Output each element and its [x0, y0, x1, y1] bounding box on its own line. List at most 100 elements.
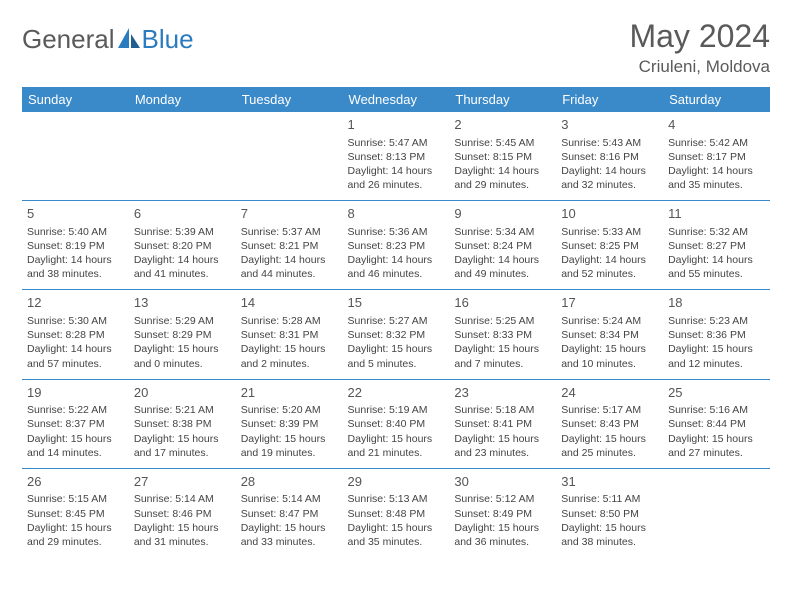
day-info: Sunrise: 5:14 AMSunset: 8:46 PMDaylight:… [134, 492, 231, 549]
calendar-cell: 16 Sunrise: 5:25 AMSunset: 8:33 PMDayligh… [449, 290, 556, 379]
calendar-cell: 5 Sunrise: 5:40 AMSunset: 8:19 PMDaylight… [22, 201, 129, 290]
weekday-header: Wednesday [343, 87, 450, 112]
day-info: Sunrise: 5:30 AMSunset: 8:28 PMDaylight:… [27, 314, 124, 371]
logo-text-2: Blue [142, 24, 194, 55]
day-info: Sunrise: 5:18 AMSunset: 8:41 PMDaylight:… [454, 403, 551, 460]
calendar-cell: 2 Sunrise: 5:45 AMSunset: 8:15 PMDaylight… [449, 112, 556, 201]
day-number: 14 [241, 294, 338, 312]
calendar-table: SundayMondayTuesdayWednesdayThursdayFrid… [22, 87, 770, 557]
day-info: Sunrise: 5:32 AMSunset: 8:27 PMDaylight:… [668, 225, 765, 282]
header: General Blue May 2024 Criuleni, Moldova [22, 18, 770, 77]
day-number: 10 [561, 205, 658, 223]
logo-text-1: General [22, 24, 115, 55]
calendar-cell: 15 Sunrise: 5:27 AMSunset: 8:32 PMDayligh… [343, 290, 450, 379]
logo: General Blue [22, 24, 194, 55]
day-info: Sunrise: 5:21 AMSunset: 8:38 PMDaylight:… [134, 403, 231, 460]
day-info: Sunrise: 5:28 AMSunset: 8:31 PMDaylight:… [241, 314, 338, 371]
day-number: 8 [348, 205, 445, 223]
day-number: 28 [241, 473, 338, 491]
day-info: Sunrise: 5:13 AMSunset: 8:48 PMDaylight:… [348, 492, 445, 549]
day-number: 26 [27, 473, 124, 491]
day-number: 18 [668, 294, 765, 312]
weekday-header: Monday [129, 87, 236, 112]
calendar-row: 26Sunrise: 5:15 AMSunset: 8:45 PMDayligh… [22, 468, 770, 557]
calendar-cell: 19Sunrise: 5:22 AMSunset: 8:37 PMDayligh… [22, 379, 129, 468]
calendar-cell: 4Sunrise: 5:42 AMSunset: 8:17 PMDaylight… [663, 112, 770, 201]
day-info: Sunrise: 5:24 AMSunset: 8:34 PMDaylight:… [561, 314, 658, 371]
calendar-cell: 27Sunrise: 5:14 AMSunset: 8:46 PMDayligh… [129, 468, 236, 557]
day-info: Sunrise: 5:14 AMSunset: 8:47 PMDaylight:… [241, 492, 338, 549]
day-number: 21 [241, 384, 338, 402]
calendar-body: 1Sunrise: 5:47 AMSunset: 8:13 PMDaylight… [22, 112, 770, 557]
calendar-cell: 7 Sunrise: 5:37 AMSunset: 8:21 PMDaylight… [236, 201, 343, 290]
calendar-cell: 12Sunrise: 5:30 AMSunset: 8:28 PMDayligh… [22, 290, 129, 379]
calendar-cell: 13 Sunrise: 5:29 AMSunset: 8:29 PMDayligh… [129, 290, 236, 379]
calendar-cell [22, 112, 129, 201]
day-info: Sunrise: 5:34 AMSunset: 8:24 PMDaylight:… [454, 225, 551, 282]
calendar-cell: 26Sunrise: 5:15 AMSunset: 8:45 PMDayligh… [22, 468, 129, 557]
day-number: 17 [561, 294, 658, 312]
day-number: 15 [348, 294, 445, 312]
day-number: 29 [348, 473, 445, 491]
calendar-cell: 25Sunrise: 5:16 AMSunset: 8:44 PMDayligh… [663, 379, 770, 468]
day-info: Sunrise: 5:23 AMSunset: 8:36 PMDaylight:… [668, 314, 765, 371]
day-number: 30 [454, 473, 551, 491]
day-number: 31 [561, 473, 658, 491]
day-number: 6 [134, 205, 231, 223]
weekday-header: Saturday [663, 87, 770, 112]
calendar-cell: 3Sunrise: 5:43 AMSunset: 8:16 PMDaylight… [556, 112, 663, 201]
calendar-cell: 10 Sunrise: 5:33 AMSunset: 8:25 PMDayligh… [556, 201, 663, 290]
day-number: 22 [348, 384, 445, 402]
calendar-cell: 6 Sunrise: 5:39 AMSunset: 8:20 PMDaylight… [129, 201, 236, 290]
calendar-cell: 1Sunrise: 5:47 AMSunset: 8:13 PMDaylight… [343, 112, 450, 201]
day-info: Sunrise: 5:45 AMSunset: 8:15 PMDaylight:… [454, 136, 551, 193]
calendar-cell: 9 Sunrise: 5:34 AMSunset: 8:24 PMDaylight… [449, 201, 556, 290]
day-number: 4 [668, 116, 765, 134]
day-info: Sunrise: 5:33 AMSunset: 8:25 PMDaylight:… [561, 225, 658, 282]
calendar-cell: 30Sunrise: 5:12 AMSunset: 8:49 PMDayligh… [449, 468, 556, 557]
day-info: Sunrise: 5:40 AMSunset: 8:19 PMDaylight:… [27, 225, 124, 282]
day-info: Sunrise: 5:39 AMSunset: 8:20 PMDaylight:… [134, 225, 231, 282]
day-info: Sunrise: 5:12 AMSunset: 8:49 PMDaylight:… [454, 492, 551, 549]
calendar-row: 19Sunrise: 5:22 AMSunset: 8:37 PMDayligh… [22, 379, 770, 468]
calendar-cell [236, 112, 343, 201]
calendar-cell: 18 Sunrise: 5:23 AMSunset: 8:36 PMDayligh… [663, 290, 770, 379]
calendar-cell: 29Sunrise: 5:13 AMSunset: 8:48 PMDayligh… [343, 468, 450, 557]
calendar-cell: 11 Sunrise: 5:32 AMSunset: 8:27 PMDayligh… [663, 201, 770, 290]
day-info: Sunrise: 5:36 AMSunset: 8:23 PMDaylight:… [348, 225, 445, 282]
day-number: 24 [561, 384, 658, 402]
day-number: 23 [454, 384, 551, 402]
calendar-cell: 24Sunrise: 5:17 AMSunset: 8:43 PMDayligh… [556, 379, 663, 468]
calendar-cell: 17 Sunrise: 5:24 AMSunset: 8:34 PMDayligh… [556, 290, 663, 379]
weekday-header: Thursday [449, 87, 556, 112]
day-number: 16 [454, 294, 551, 312]
calendar-cell: 31Sunrise: 5:11 AMSunset: 8:50 PMDayligh… [556, 468, 663, 557]
day-number: 3 [561, 116, 658, 134]
calendar-cell: 28Sunrise: 5:14 AMSunset: 8:47 PMDayligh… [236, 468, 343, 557]
day-number: 27 [134, 473, 231, 491]
day-number: 11 [668, 205, 765, 223]
day-info: Sunrise: 5:29 AMSunset: 8:29 PMDaylight:… [134, 314, 231, 371]
calendar-cell: 20Sunrise: 5:21 AMSunset: 8:38 PMDayligh… [129, 379, 236, 468]
day-number: 2 [454, 116, 551, 134]
day-number: 7 [241, 205, 338, 223]
day-number: 20 [134, 384, 231, 402]
month-title: May 2024 [629, 18, 770, 55]
calendar-cell: 23Sunrise: 5:18 AMSunset: 8:41 PMDayligh… [449, 379, 556, 468]
calendar-row: 5 Sunrise: 5:40 AMSunset: 8:19 PMDaylight… [22, 201, 770, 290]
day-info: Sunrise: 5:25 AMSunset: 8:33 PMDaylight:… [454, 314, 551, 371]
day-number: 5 [27, 205, 124, 223]
day-number: 1 [348, 116, 445, 134]
day-info: Sunrise: 5:27 AMSunset: 8:32 PMDaylight:… [348, 314, 445, 371]
day-number: 25 [668, 384, 765, 402]
calendar-row: 1Sunrise: 5:47 AMSunset: 8:13 PMDaylight… [22, 112, 770, 201]
calendar-cell: 14 Sunrise: 5:28 AMSunset: 8:31 PMDayligh… [236, 290, 343, 379]
calendar-cell: 8 Sunrise: 5:36 AMSunset: 8:23 PMDaylight… [343, 201, 450, 290]
day-info: Sunrise: 5:37 AMSunset: 8:21 PMDaylight:… [241, 225, 338, 282]
calendar-cell [129, 112, 236, 201]
day-info: Sunrise: 5:11 AMSunset: 8:50 PMDaylight:… [561, 492, 658, 549]
weekday-header: Tuesday [236, 87, 343, 112]
day-number: 9 [454, 205, 551, 223]
day-number: 13 [134, 294, 231, 312]
day-number: 19 [27, 384, 124, 402]
